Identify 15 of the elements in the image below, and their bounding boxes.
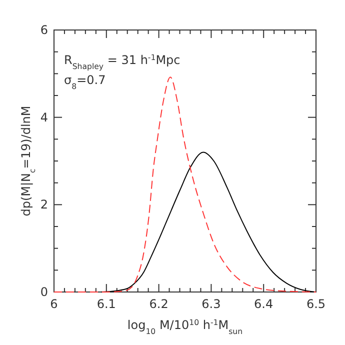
x-axis-title: log$_{10}$ M/10$^{10}$ h$^{-1}$M$_{sun}$ [127,318,243,336]
y-tick-label: 2 [40,198,48,212]
annotation: R$_{Shapley}$ = 31 h$^{-1}$Mpc [64,52,180,70]
x-tick-label: 6.1 [96,297,116,311]
y-tick-label: 0 [40,285,48,299]
line-series [54,76,316,292]
x-tick-label: 6 [50,297,58,311]
x-tick-label: 6.3 [202,297,221,311]
y-tick-label: 6 [40,23,48,37]
annotation: σ$_{8}$=0.7 [64,73,106,90]
line-series [100,152,316,292]
y-tick-label: 4 [40,110,48,124]
x-tick-label: 6.2 [149,297,168,311]
x-tick-label: 6.5 [306,297,326,311]
x-tick-label: 6.4 [254,297,274,311]
